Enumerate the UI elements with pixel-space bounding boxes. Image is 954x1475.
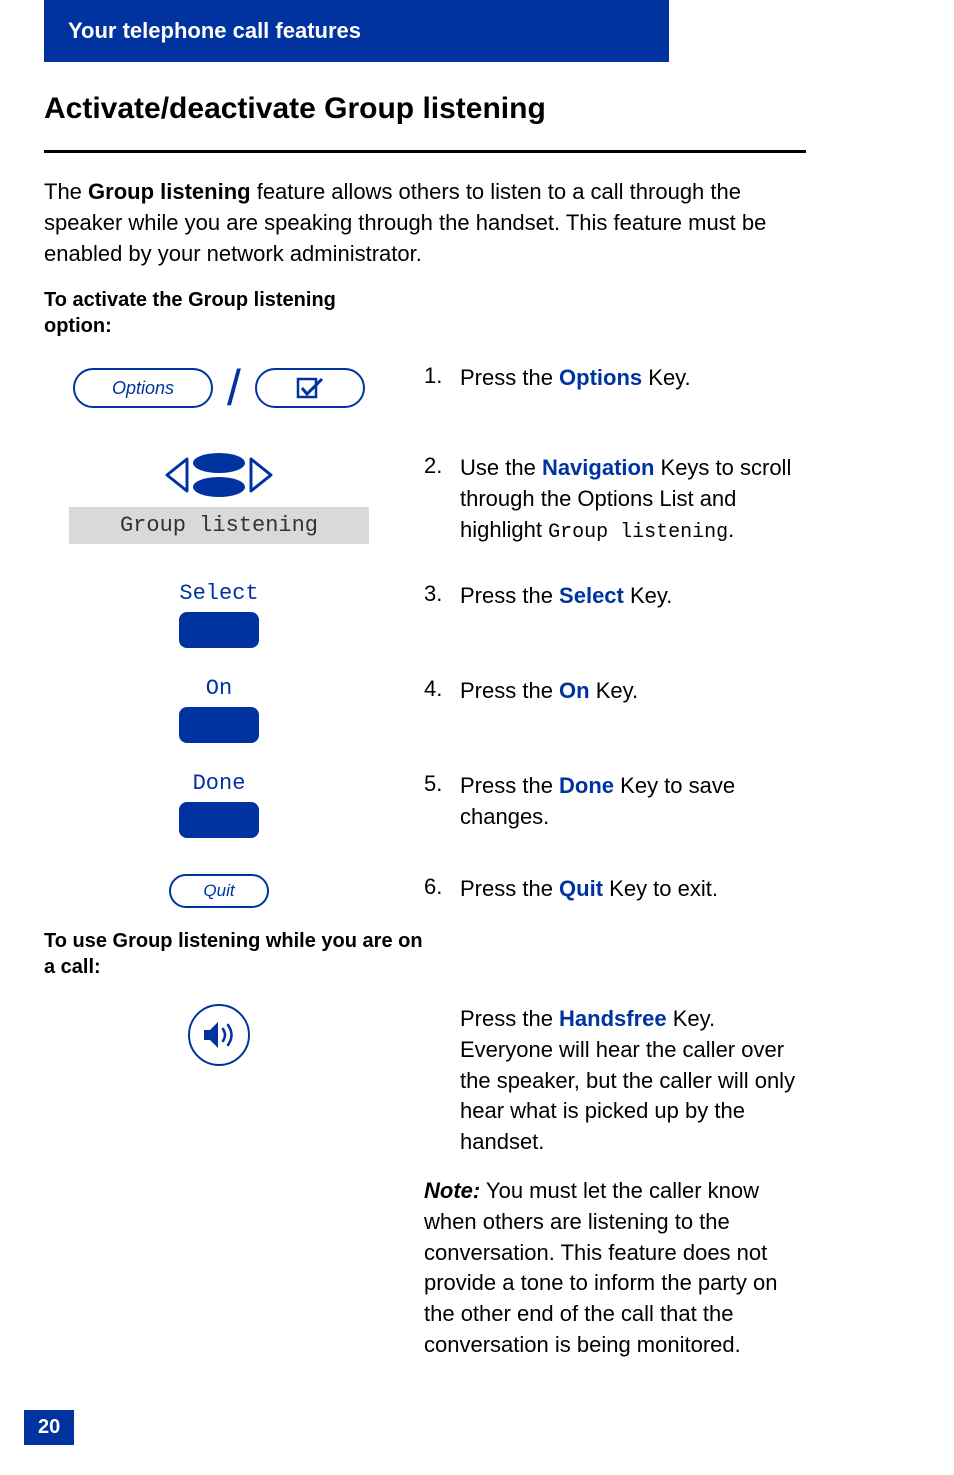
step-3-row: Select 3. Press the Select Key.	[44, 581, 806, 648]
step-6-key: Quit	[559, 876, 603, 901]
step-2-key: Navigation	[542, 455, 654, 480]
step-5-pre: Press the	[460, 773, 559, 798]
step-4-key: On	[559, 678, 590, 703]
subhead-activate: To activate the Group listening option:	[44, 287, 364, 339]
step-4-num: 4.	[424, 676, 448, 702]
step-1-post: Key.	[642, 365, 691, 390]
step-6-pre: Press the	[460, 876, 559, 901]
step-2-num: 2.	[424, 453, 448, 479]
done-softkey-label: Done	[193, 771, 246, 796]
note-label: Note:	[424, 1178, 480, 1203]
step-3-post: Key.	[624, 583, 673, 608]
step-2-text: 2. Use the Navigation Keys to scroll thr…	[424, 453, 806, 547]
on-softkey[interactable]	[179, 707, 259, 743]
step-5-graphic: Done	[44, 771, 394, 838]
intro-pre: The	[44, 179, 88, 204]
step-2-graphic: Group listening	[44, 453, 394, 544]
slash-divider: /	[227, 363, 241, 413]
checkmark-key[interactable]	[255, 368, 365, 408]
title-rule	[44, 150, 806, 153]
handsfree-pre: Press the	[460, 1006, 559, 1031]
step-4-post: Key.	[590, 678, 639, 703]
handsfree-key-label: Handsfree	[559, 1006, 667, 1031]
step-1-row: Options / 1. Press the Options Key.	[44, 363, 806, 413]
step-2-lcd: Group listening	[548, 521, 728, 544]
step-5-row: Done 5. Press the Done Key to save chang…	[44, 771, 806, 838]
step-4-row: On 4. Press the On Key.	[44, 676, 806, 743]
step-3-key: Select	[559, 583, 624, 608]
step-3-text: 3. Press the Select Key.	[424, 581, 806, 612]
step-5-text: 5. Press the Done Key to save changes.	[424, 771, 806, 833]
step-6-num: 6.	[424, 874, 448, 900]
step-4-text: 4. Press the On Key.	[424, 676, 806, 707]
quit-key[interactable]: Quit	[169, 874, 269, 908]
note-text: You must let the caller know when others…	[424, 1178, 777, 1357]
step-3-graphic: Select	[44, 581, 394, 648]
step-6-row: Quit 6. Press the Quit Key to exit.	[44, 874, 806, 908]
step-4-pre: Press the	[460, 678, 559, 703]
header-title: Your telephone call features	[68, 18, 361, 43]
options-key-label: Options	[112, 378, 174, 399]
step-1-pre: Press the	[460, 365, 559, 390]
intro-paragraph: The Group listening feature allows other…	[44, 177, 806, 269]
speaker-icon	[202, 1020, 236, 1050]
step-3-pre: Press the	[460, 583, 559, 608]
note-block: Note: You must let the caller know when …	[424, 1176, 806, 1361]
step-2-pre: Use the	[460, 455, 542, 480]
display-highlight: Group listening	[69, 507, 369, 544]
select-softkey-label: Select	[179, 581, 258, 606]
intro-bold: Group listening	[88, 179, 251, 204]
step-6-text: 6. Press the Quit Key to exit.	[424, 874, 806, 905]
handsfree-row: Press the Handsfree Key. Everyone will h…	[44, 1004, 806, 1158]
step-6-post: Key to exit.	[603, 876, 718, 901]
subhead-use: To use Group listening while you are on …	[44, 928, 424, 980]
handsfree-graphic	[44, 1004, 394, 1066]
step-6-graphic: Quit	[44, 874, 394, 908]
step-1-key: Options	[559, 365, 642, 390]
on-softkey-label: On	[206, 676, 232, 701]
nav-left-icon	[163, 457, 189, 493]
handsfree-text: Press the Handsfree Key. Everyone will h…	[424, 1004, 806, 1158]
page-number: 20	[24, 1410, 74, 1445]
nav-right-icon	[249, 457, 275, 493]
step-1-num: 1.	[424, 363, 448, 389]
step-4-graphic: On	[44, 676, 394, 743]
step-2-row: Group listening 2. Use the Navigation Ke…	[44, 453, 806, 547]
step-3-num: 3.	[424, 581, 448, 607]
section-title: Activate/deactivate Group listening	[44, 92, 806, 132]
step-2-dot: .	[728, 517, 734, 542]
options-key[interactable]: Options	[73, 368, 213, 408]
step-5-key: Done	[559, 773, 614, 798]
step-1-text: 1. Press the Options Key.	[424, 363, 806, 394]
select-softkey[interactable]	[179, 612, 259, 648]
checkmark-icon	[296, 377, 324, 399]
page-content: Activate/deactivate Group listening The …	[0, 62, 954, 1361]
done-softkey[interactable]	[179, 802, 259, 838]
navigation-key[interactable]	[163, 453, 275, 497]
header-bar: Your telephone call features	[44, 0, 669, 62]
step-1-graphic: Options /	[44, 363, 394, 413]
nav-up-icon	[193, 453, 245, 473]
nav-down-icon	[193, 477, 245, 497]
handsfree-key[interactable]	[188, 1004, 250, 1066]
step-5-num: 5.	[424, 771, 448, 797]
quit-key-label: Quit	[203, 881, 234, 901]
